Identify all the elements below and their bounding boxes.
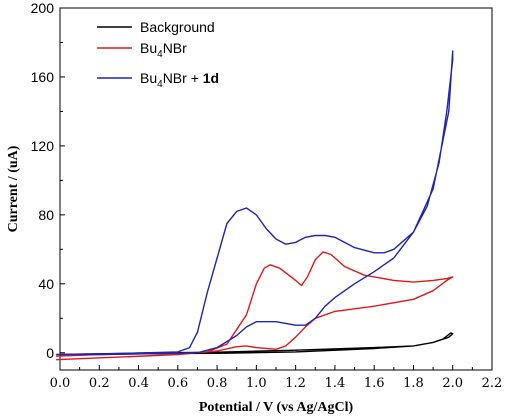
x-tick-label: 0.2: [89, 376, 110, 391]
x-tick-label: 1.6: [364, 376, 385, 391]
x-tick-label: 1.2: [285, 376, 306, 391]
series-line-2: [56, 251, 454, 361]
y-axis-label: Current / (uA): [6, 145, 21, 232]
x-tick-label: 0.8: [207, 376, 228, 391]
y-axis: 0 40 80 120 160 200: [31, 0, 65, 361]
x-tick-label: 0.4: [128, 376, 149, 391]
y-tick-label: 200: [31, 0, 55, 16]
legend-entry: Bu4NBr + 1d: [140, 70, 219, 90]
plot-frame: [59, 7, 493, 371]
x-tick-label: 1.8: [403, 376, 424, 391]
series-line-1: [59, 332, 454, 356]
series-layer: [56, 50, 454, 361]
x-tick-label: 1.4: [325, 376, 346, 391]
y-tick-label: 0: [46, 345, 54, 361]
legend-entry: Bu4NBr: [140, 40, 187, 60]
x-tick-label: 0.0: [50, 376, 71, 391]
x-tick-label: 1.0: [246, 376, 267, 391]
legend-entry: Background: [140, 19, 215, 35]
y-tick-label: 80: [38, 207, 54, 223]
y-tick-label: 120: [31, 138, 55, 154]
x-tick-label: 2.0: [442, 376, 463, 391]
y-tick-label: 40: [38, 276, 54, 292]
x-axis-label: Potential / V (vs Ag/AgCl): [199, 400, 354, 415]
legend: Background Bu4NBr Bu4NBr + 1d: [97, 19, 219, 90]
x-tick-label: 2.2: [482, 376, 503, 391]
x-tick-label: 0.6: [167, 376, 188, 391]
plot-area: [59, 7, 493, 371]
y-tick-label: 160: [31, 69, 55, 85]
x-axis: 0.0 0.2 0.4 0.6 0.8 1.0 1.2 1.4 1.6 1.8 2.0 2.2: [50, 365, 503, 391]
series-line-3: [56, 50, 454, 356]
